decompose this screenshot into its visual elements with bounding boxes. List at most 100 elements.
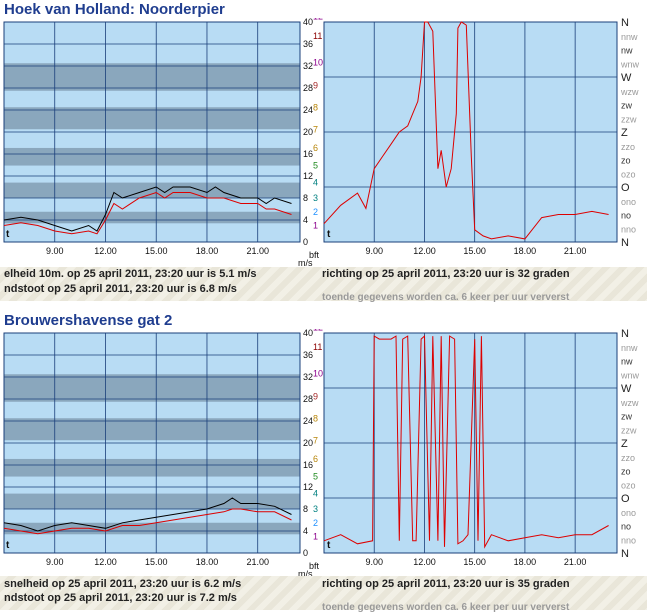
ms-tick-label: 40 <box>303 18 313 27</box>
ms-tick-label: 28 <box>303 83 313 93</box>
ms-tick-label: 0 <box>303 237 308 247</box>
compass-label: zzw <box>621 114 637 124</box>
ms-tick-label: 12 <box>303 171 313 181</box>
x-tick-label: 15.00 <box>463 557 486 567</box>
compass-label: ono <box>621 197 636 207</box>
x-tick-label: 18.00 <box>514 557 537 567</box>
update-note: toende gegevens worden ca. 6 keer per uu… <box>322 602 570 613</box>
ms-tick-label: 24 <box>303 416 313 426</box>
beaufort-band <box>4 107 300 130</box>
ms-tick-label: 36 <box>303 39 313 49</box>
ms-tick-label: 8 <box>303 193 308 203</box>
bft-tick-label: 8 <box>313 413 318 423</box>
compass-label: wnw <box>620 59 640 69</box>
x-tick-label: 15.00 <box>145 246 168 256</box>
plot-frame <box>3 21 301 243</box>
x-tick-label: 12.00 <box>413 557 436 567</box>
compass-label: zo <box>621 467 631 477</box>
beaufort-band <box>4 493 300 509</box>
compass-label: O <box>621 182 630 194</box>
compass-label: N <box>621 18 629 29</box>
compass-label: wzw <box>620 398 639 408</box>
compass-label: zw <box>621 101 633 111</box>
plot-frame <box>323 21 618 243</box>
direction-line <box>323 21 609 240</box>
bft-tick-label: 2 <box>313 518 318 528</box>
compass-label: nnw <box>621 343 638 353</box>
x-tick-label: 9.00 <box>365 246 383 256</box>
ms-tick-label: 4 <box>303 215 308 225</box>
beaufort-band <box>4 182 300 198</box>
compass-label: no <box>621 211 631 221</box>
speed-line <box>3 508 292 535</box>
axis-marker: t <box>327 229 331 240</box>
bft-tick-label: 12 <box>313 329 323 333</box>
station-title: Brouwershavense gat 2 <box>4 312 173 329</box>
compass-label: zzo <box>621 453 635 463</box>
ms-tick-label: 24 <box>303 105 313 115</box>
info-panel-bg <box>0 267 647 301</box>
ms-tick-label: 36 <box>303 350 313 360</box>
direction-text: richting op 25 april 2011, 23:20 uur is … <box>322 578 570 590</box>
x-tick-label: 18.00 <box>196 557 219 567</box>
compass-label: nno <box>621 224 636 234</box>
bft-tick-label: 5 <box>313 472 318 482</box>
bft-tick-label: 11 <box>313 31 322 41</box>
bft-tick-label: 12 <box>313 18 323 22</box>
x-tick-label: 9.00 <box>46 246 64 256</box>
gust-text: ndstoot op 25 april 2011, 23:20 uur is 6… <box>4 283 237 295</box>
bft-tick-label: 10 <box>313 58 323 68</box>
gust-text: ndstoot op 25 april 2011, 23:20 uur is 7… <box>4 592 237 604</box>
station-1-charts: t9.00 12.00 15.00 18.00 21.00403632282420161… <box>3 18 640 268</box>
compass-label: N <box>621 237 629 249</box>
x-tick-label: 12.00 <box>94 246 117 256</box>
bft-tick-label: 5 <box>313 161 318 171</box>
compass-label: wnw <box>620 370 640 380</box>
bft-tick-label: 4 <box>313 489 318 499</box>
compass-label: zw <box>621 412 633 422</box>
bft-tick-label: 11 <box>313 342 322 352</box>
bft-tick-label: 9 <box>313 80 318 90</box>
plot-frame <box>323 332 618 554</box>
x-tick-label: 18.00 <box>196 246 219 256</box>
ms-tick-label: 20 <box>303 127 313 137</box>
bft-tick-label: 8 <box>313 102 318 112</box>
station-2-charts: t9.00 12.00 15.00 18.00 21.00403632282420161… <box>3 329 640 579</box>
beaufort-band <box>4 522 300 535</box>
bft-tick-label: 7 <box>313 124 318 134</box>
bft-tick-label: 7 <box>313 435 318 445</box>
bft-unit-label: bft <box>309 561 320 571</box>
compass-label: O <box>621 493 630 505</box>
beaufort-band <box>4 63 300 91</box>
x-tick-label: 12.00 <box>413 246 436 256</box>
compass-label: W <box>621 72 632 84</box>
compass-label: N <box>621 329 629 340</box>
bft-tick-label: 2 <box>313 207 318 217</box>
compass-label: ozo <box>621 169 636 179</box>
compass-label: zzw <box>621 425 637 435</box>
ms-tick-label: 12 <box>303 482 313 492</box>
beaufort-band <box>4 374 300 402</box>
ms-unit-label: m/s <box>298 258 313 268</box>
x-tick-label: 21.00 <box>564 557 587 567</box>
bft-tick-label: 1 <box>313 532 318 542</box>
bft-tick-label: 6 <box>313 454 318 464</box>
bft-tick-label: 4 <box>313 178 318 188</box>
ms-tick-label: 32 <box>303 372 313 382</box>
bft-tick-label: 10 <box>313 369 323 379</box>
x-tick-label: 18.00 <box>514 246 537 256</box>
bft-tick-label: 9 <box>313 391 318 401</box>
bft-tick-label: 3 <box>313 193 318 203</box>
bft-tick-label: 3 <box>313 504 318 514</box>
compass-label: wzw <box>620 87 639 97</box>
speed-text: snelheid op 25 april 2011, 23:20 uur is … <box>4 578 242 590</box>
direction-text: richting op 25 april 2011, 23:20 uur is … <box>322 268 570 280</box>
compass-label: zzo <box>621 142 635 152</box>
ms-tick-label: 16 <box>303 460 313 470</box>
ms-tick-label: 4 <box>303 526 308 536</box>
bft-tick-label: 1 <box>313 221 318 231</box>
update-note: toende gegevens worden ca. 6 keer per uu… <box>322 292 570 303</box>
ms-tick-label: 40 <box>303 329 313 338</box>
compass-label: ozo <box>621 480 636 490</box>
axis-marker: t <box>327 540 331 551</box>
